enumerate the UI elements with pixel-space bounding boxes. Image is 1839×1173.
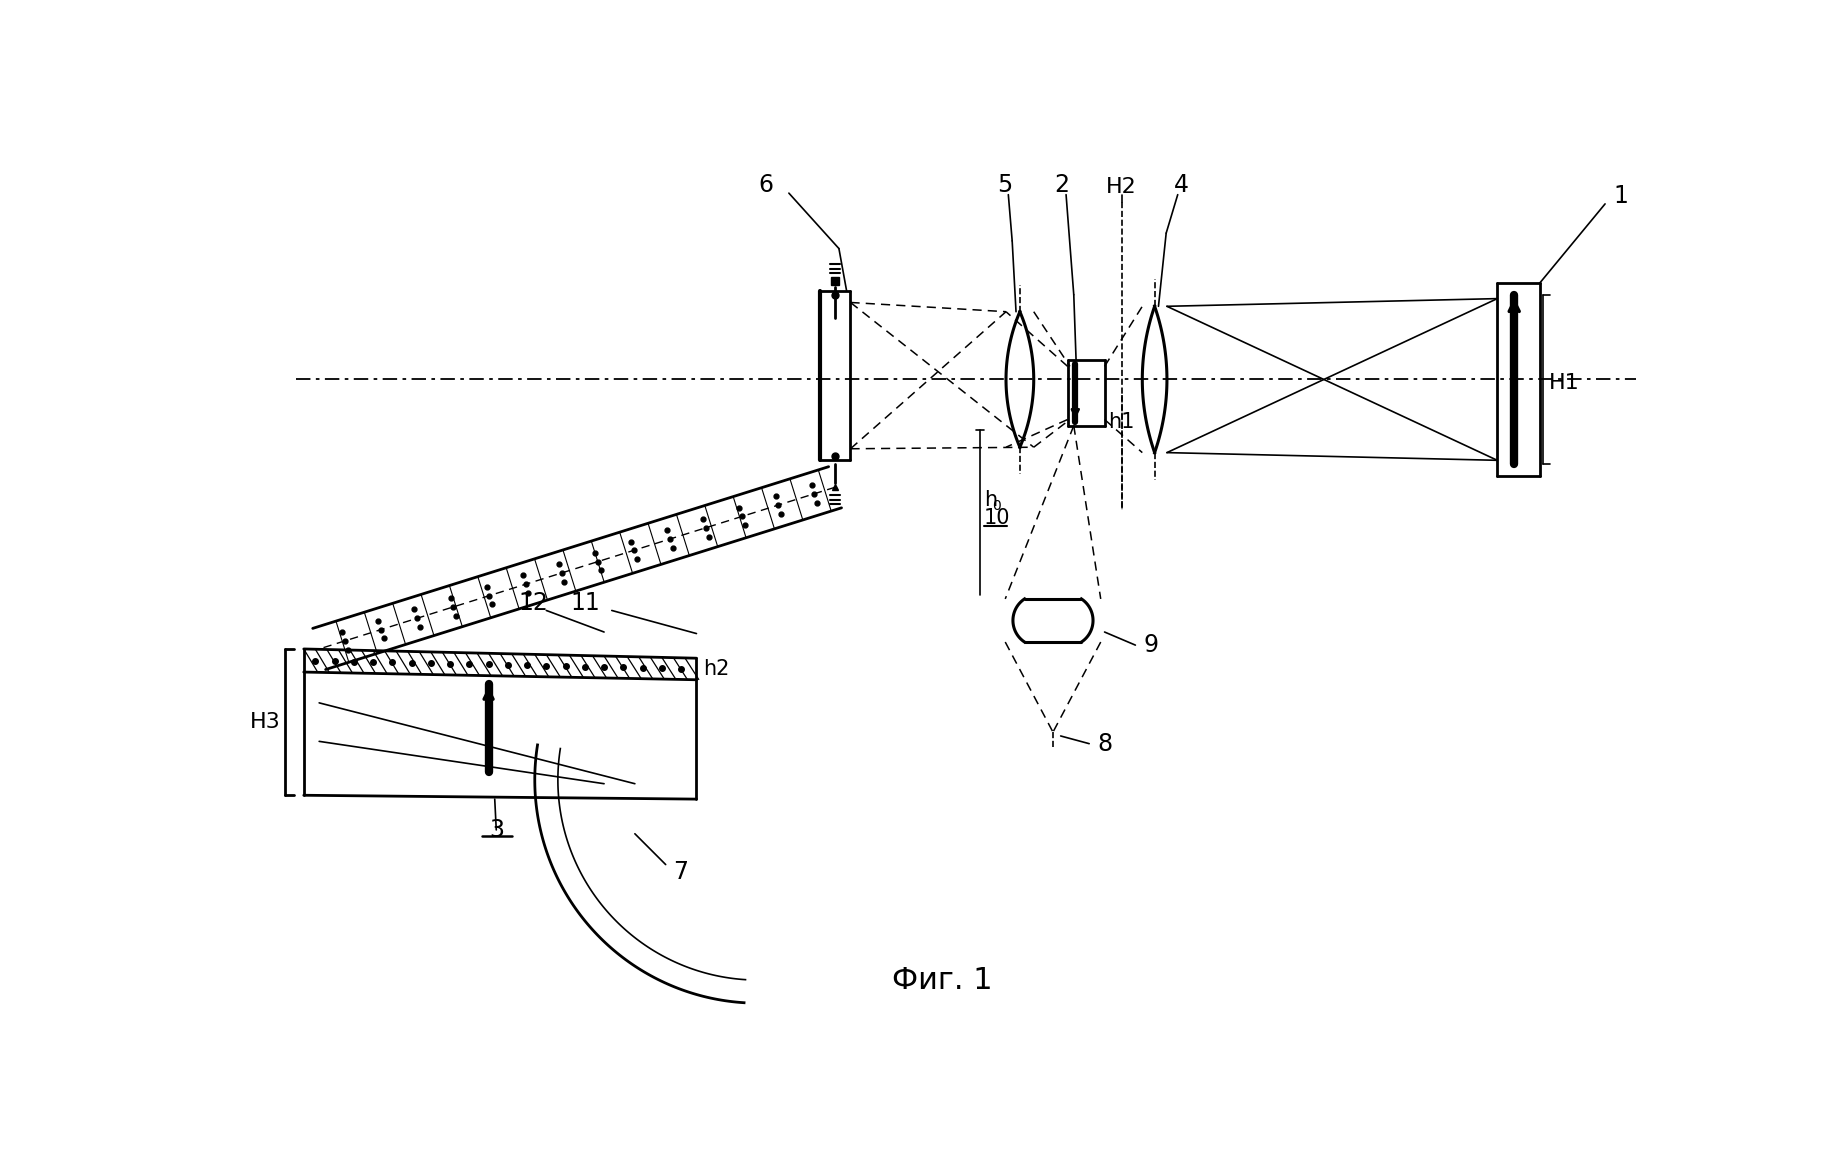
Text: 10: 10 [984, 508, 1010, 528]
Text: 6: 6 [758, 174, 772, 197]
Text: 3: 3 [489, 818, 504, 842]
Text: 2: 2 [1056, 174, 1070, 197]
Text: 0: 0 [993, 499, 1000, 513]
Text: 8: 8 [1098, 732, 1113, 755]
Text: 11: 11 [570, 591, 600, 615]
Text: h: h [984, 490, 997, 510]
Text: 12: 12 [519, 591, 548, 615]
Text: H3: H3 [250, 712, 281, 732]
Text: H1: H1 [1548, 373, 1580, 393]
Text: 7: 7 [673, 860, 688, 884]
Text: h2: h2 [702, 659, 728, 679]
Text: h1: h1 [1109, 412, 1135, 432]
Text: 9: 9 [1144, 633, 1159, 657]
Text: Фиг. 1: Фиг. 1 [892, 965, 993, 995]
Text: H2: H2 [1105, 177, 1137, 197]
Text: 5: 5 [997, 174, 1011, 197]
Text: 4: 4 [1173, 174, 1190, 197]
Text: 1: 1 [1613, 184, 1628, 208]
